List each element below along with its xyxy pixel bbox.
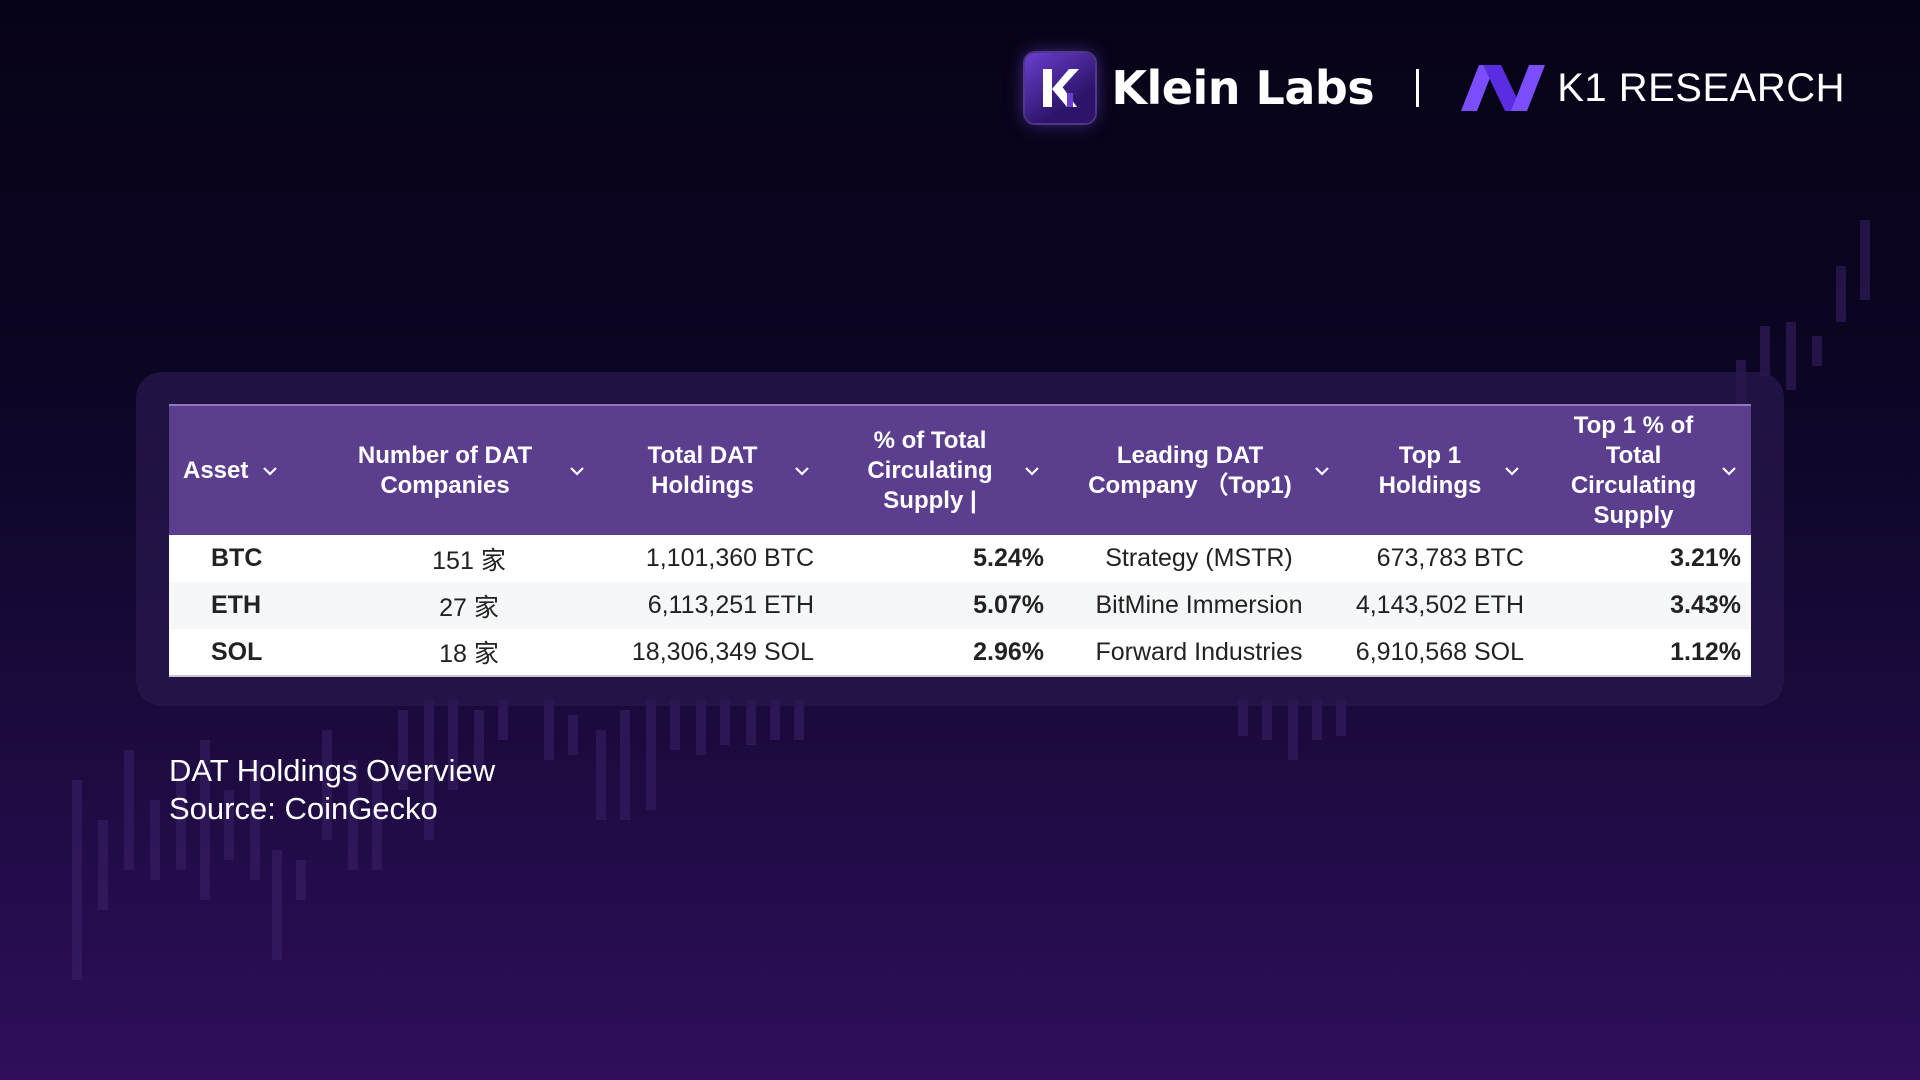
column-header-pct-of-total-circulating-supply[interactable]: % of Total Circulating Supply | xyxy=(824,404,1054,535)
chevron-down-icon[interactable] xyxy=(569,466,585,476)
cell-leading-company: BitMine Immersion xyxy=(1095,591,1303,619)
cell-total-dat-holdings: 6,113,251 ETH xyxy=(647,591,814,619)
chevron-down-icon[interactable] xyxy=(262,466,278,476)
cell-asset: SOL xyxy=(169,629,309,677)
cell-dat-companies: 151 家 xyxy=(432,546,506,575)
chevron-down-icon[interactable] xyxy=(1504,466,1520,476)
klein-k-logo-icon xyxy=(1025,53,1096,123)
cell-top1-holdings: 4,143,502 ETH xyxy=(1355,591,1524,619)
cell-pct-supply: 5.07% xyxy=(973,591,1044,619)
chevron-down-icon[interactable] xyxy=(794,466,810,476)
table-row: ETH 27 家 6,113,251 ETH 5.07% BitMine Imm… xyxy=(169,582,1751,629)
cell-top1-pct-supply: 3.43% xyxy=(1670,591,1741,619)
chevron-down-icon[interactable] xyxy=(1024,466,1040,476)
caption-title: DAT Holdings Overview xyxy=(169,753,496,788)
column-header-top1-holdings[interactable]: Top 1 Holdings xyxy=(1344,404,1534,535)
k1-logo-icon xyxy=(1461,65,1546,111)
klein-labs-name: Klein Labs xyxy=(1111,61,1375,115)
dat-holdings-table: Asset Number of DAT Companies Total DAT … xyxy=(169,404,1751,677)
cell-total-dat-holdings: 18,306,349 SOL xyxy=(599,629,824,677)
cell-asset: BTC xyxy=(211,544,263,572)
cell-asset: ETH xyxy=(211,591,261,619)
column-header-leading-dat-company[interactable]: Leading DAT Company （Top1) xyxy=(1054,404,1344,535)
cell-leading-company: Forward Industries xyxy=(1054,629,1344,677)
cell-top1-holdings: 673,783 BTC xyxy=(1376,544,1524,572)
column-header-asset[interactable]: Asset xyxy=(169,404,309,535)
brand-bar: Klein Labs K1 RESEARCH xyxy=(1025,52,1845,124)
caption-source: Source: CoinGecko xyxy=(169,791,438,826)
cell-pct-supply: 5.24% xyxy=(973,544,1044,572)
cell-pct-supply: 2.96% xyxy=(824,629,1054,677)
table-header-row: Asset Number of DAT Companies Total DAT … xyxy=(169,404,1751,535)
brand-divider xyxy=(1416,69,1420,107)
cell-leading-company: Strategy (MSTR) xyxy=(1105,544,1293,572)
cell-total-dat-holdings: 1,101,360 BTC xyxy=(645,544,814,572)
figure-caption: DAT Holdings Overview Source: CoinGecko xyxy=(169,752,495,828)
chevron-down-icon[interactable] xyxy=(1721,466,1737,476)
cell-dat-companies: 27 家 xyxy=(439,593,499,622)
cell-top1-pct-supply: 1.12% xyxy=(1534,629,1751,677)
table-row: SOL 18 家 18,306,349 SOL 2.96% Forward In… xyxy=(169,629,1751,677)
dat-holdings-table-container: Asset Number of DAT Companies Total DAT … xyxy=(169,404,1751,677)
cell-top1-pct-supply: 3.21% xyxy=(1670,544,1741,572)
cell-top1-holdings: 6,910,568 SOL xyxy=(1344,629,1534,677)
k1-research-name: K1 RESEARCH xyxy=(1557,65,1845,110)
chevron-down-icon[interactable] xyxy=(1314,466,1330,476)
column-header-top1-pct-of-total-supply[interactable]: Top 1 % of Total Circulating Supply xyxy=(1534,404,1751,535)
column-header-total-dat-holdings[interactable]: Total DAT Holdings xyxy=(599,404,824,535)
table-row: BTC 151 家 1,101,360 BTC 5.24% Strategy (… xyxy=(169,535,1751,582)
cell-dat-companies: 18 家 xyxy=(309,629,599,677)
column-header-number-of-dat-companies[interactable]: Number of DAT Companies xyxy=(309,404,599,535)
